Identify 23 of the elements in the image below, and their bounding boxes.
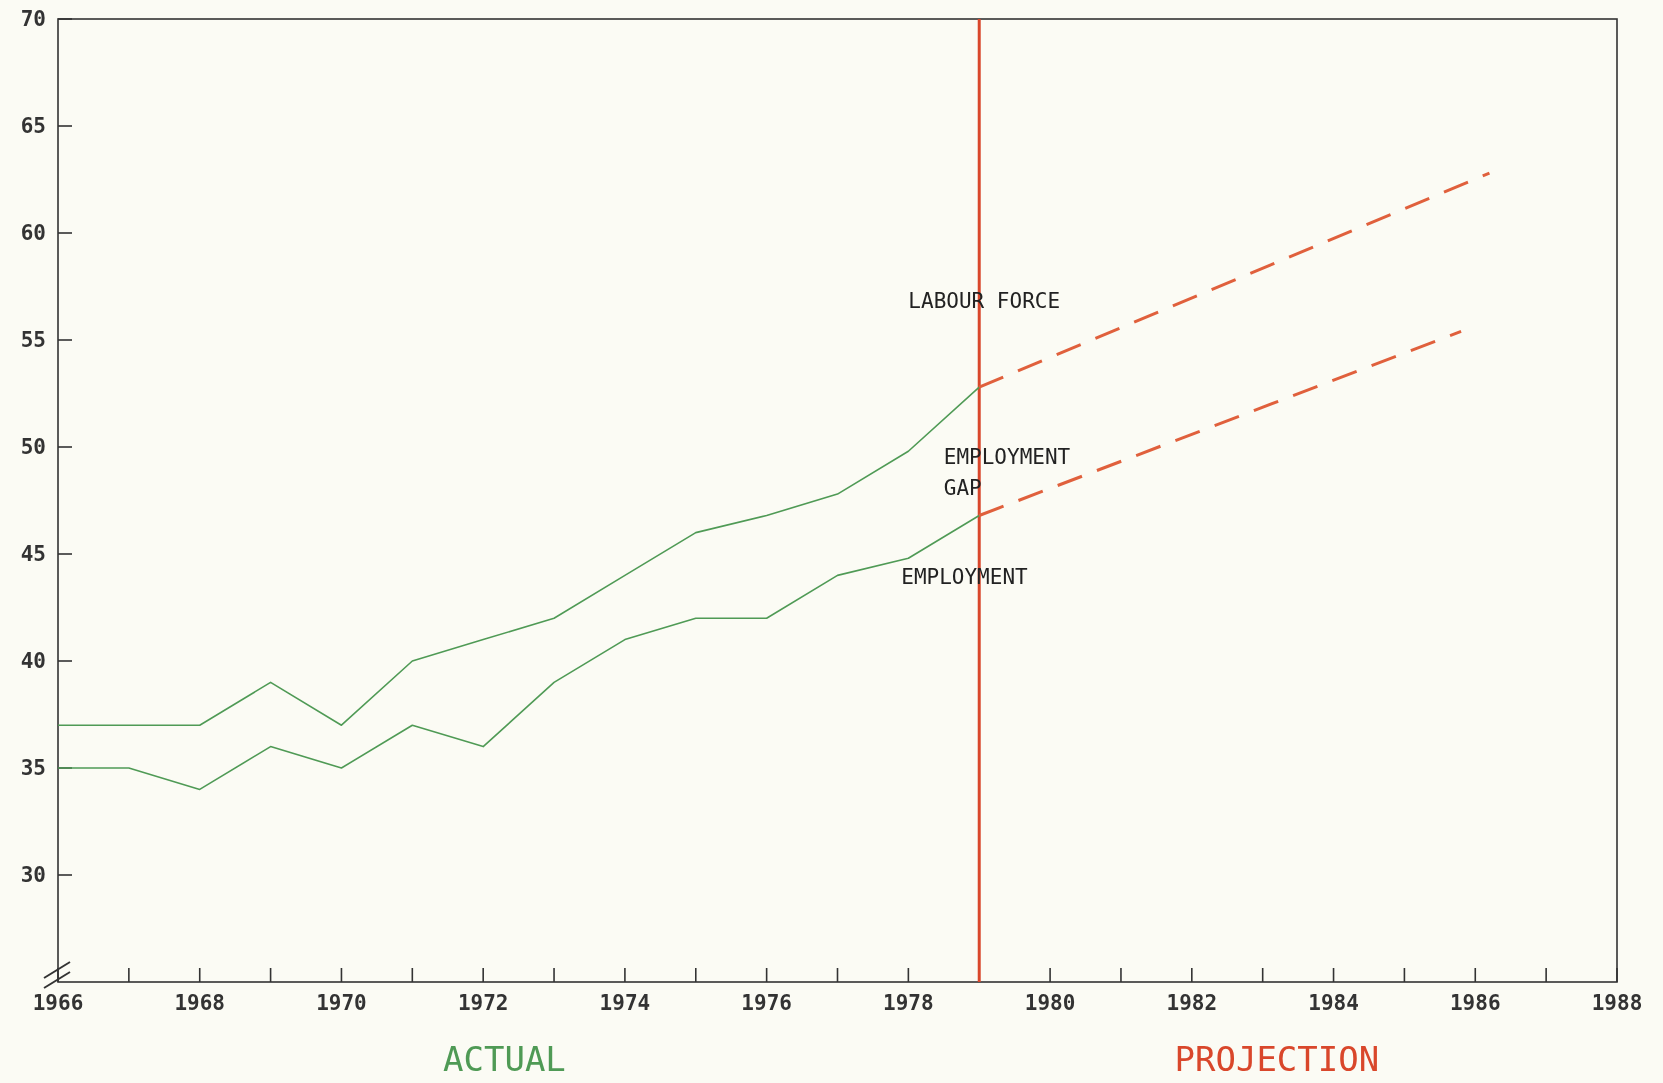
y-tick-label: 35 [20,756,46,781]
x-tick-label: 1966 [32,991,84,1015]
x-tick-label: 1976 [741,991,792,1015]
x-tick-label: 1970 [316,991,367,1015]
x-tick-label: 1972 [457,991,509,1015]
x-tick-label: 1986 [1449,991,1501,1015]
x-tick-label: 1968 [174,991,226,1015]
x-tick-label: 1988 [1591,991,1643,1015]
text: ACTUAL [443,1039,566,1079]
y-tick-label: 30 [20,863,46,888]
text: PROJECTION [1174,1039,1380,1079]
x-tick-label: 1974 [599,991,651,1015]
y-tick-label: 45 [20,542,46,567]
y-tick-label: 40 [20,649,46,674]
y-tick-label: 65 [20,114,46,139]
y-tick-label: 60 [20,221,46,246]
x-tick-label: 1980 [1024,991,1076,1015]
x-tick-label: 1982 [1166,991,1218,1015]
y-tick-label: 50 [20,435,46,460]
y-tick-label: 70 [20,7,46,32]
y-tick-label: 55 [20,328,46,353]
x-tick-label: 1984 [1308,991,1359,1015]
x-tick-label: 1978 [883,991,934,1015]
